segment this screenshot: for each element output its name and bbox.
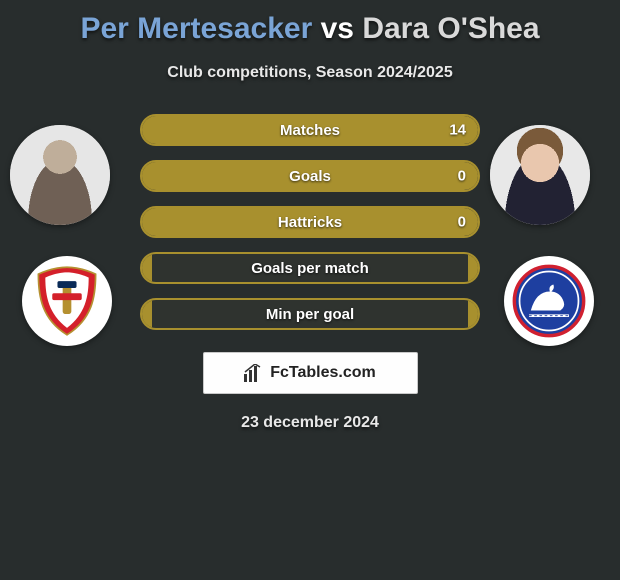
stat-fill-right bbox=[468, 300, 478, 328]
stat-fill-left bbox=[142, 300, 152, 328]
vs-text: vs bbox=[321, 12, 354, 45]
chart-icon bbox=[244, 364, 264, 382]
source-badge: FcTables.com bbox=[203, 352, 418, 394]
stat-label: Hattricks bbox=[278, 214, 342, 231]
stat-value-right: 14 bbox=[449, 122, 466, 139]
player1-name: Per Mertesacker bbox=[80, 12, 312, 45]
stat-label: Min per goal bbox=[266, 306, 354, 323]
stat-row: Goals per match bbox=[140, 252, 480, 284]
player2-club-crest bbox=[504, 256, 594, 346]
arsenal-crest-icon bbox=[28, 262, 106, 340]
person-silhouette-icon bbox=[10, 125, 110, 225]
stat-fill-right bbox=[468, 254, 478, 282]
ipswich-town-crest-icon bbox=[510, 262, 588, 340]
stats-container: Matches 14 Goals 0 Hattricks 0 Goals per match… bbox=[140, 114, 480, 330]
comparison-title: Per Mertesacker vs Dara O'Shea bbox=[0, 0, 620, 46]
competition-subtitle: Club competitions, Season 2024/2025 bbox=[0, 64, 620, 82]
stat-label: Matches bbox=[280, 122, 340, 139]
player2-avatar bbox=[490, 125, 590, 225]
stat-row: Goals 0 bbox=[140, 160, 480, 192]
stat-label: Goals bbox=[289, 168, 331, 185]
stat-value-right: 0 bbox=[458, 168, 466, 185]
stat-value-right: 0 bbox=[458, 214, 466, 231]
stat-row: Hattricks 0 bbox=[140, 206, 480, 238]
source-badge-text: FcTables.com bbox=[270, 364, 376, 382]
player1-avatar bbox=[10, 125, 110, 225]
stat-fill-left bbox=[142, 254, 152, 282]
player2-name: Dara O'Shea bbox=[362, 12, 539, 45]
snapshot-date: 23 december 2024 bbox=[0, 414, 620, 432]
stat-row: Matches 14 bbox=[140, 114, 480, 146]
person-face-icon bbox=[490, 125, 590, 225]
stat-label: Goals per match bbox=[251, 260, 369, 277]
player1-club-crest bbox=[22, 256, 112, 346]
stat-row: Min per goal bbox=[140, 298, 480, 330]
